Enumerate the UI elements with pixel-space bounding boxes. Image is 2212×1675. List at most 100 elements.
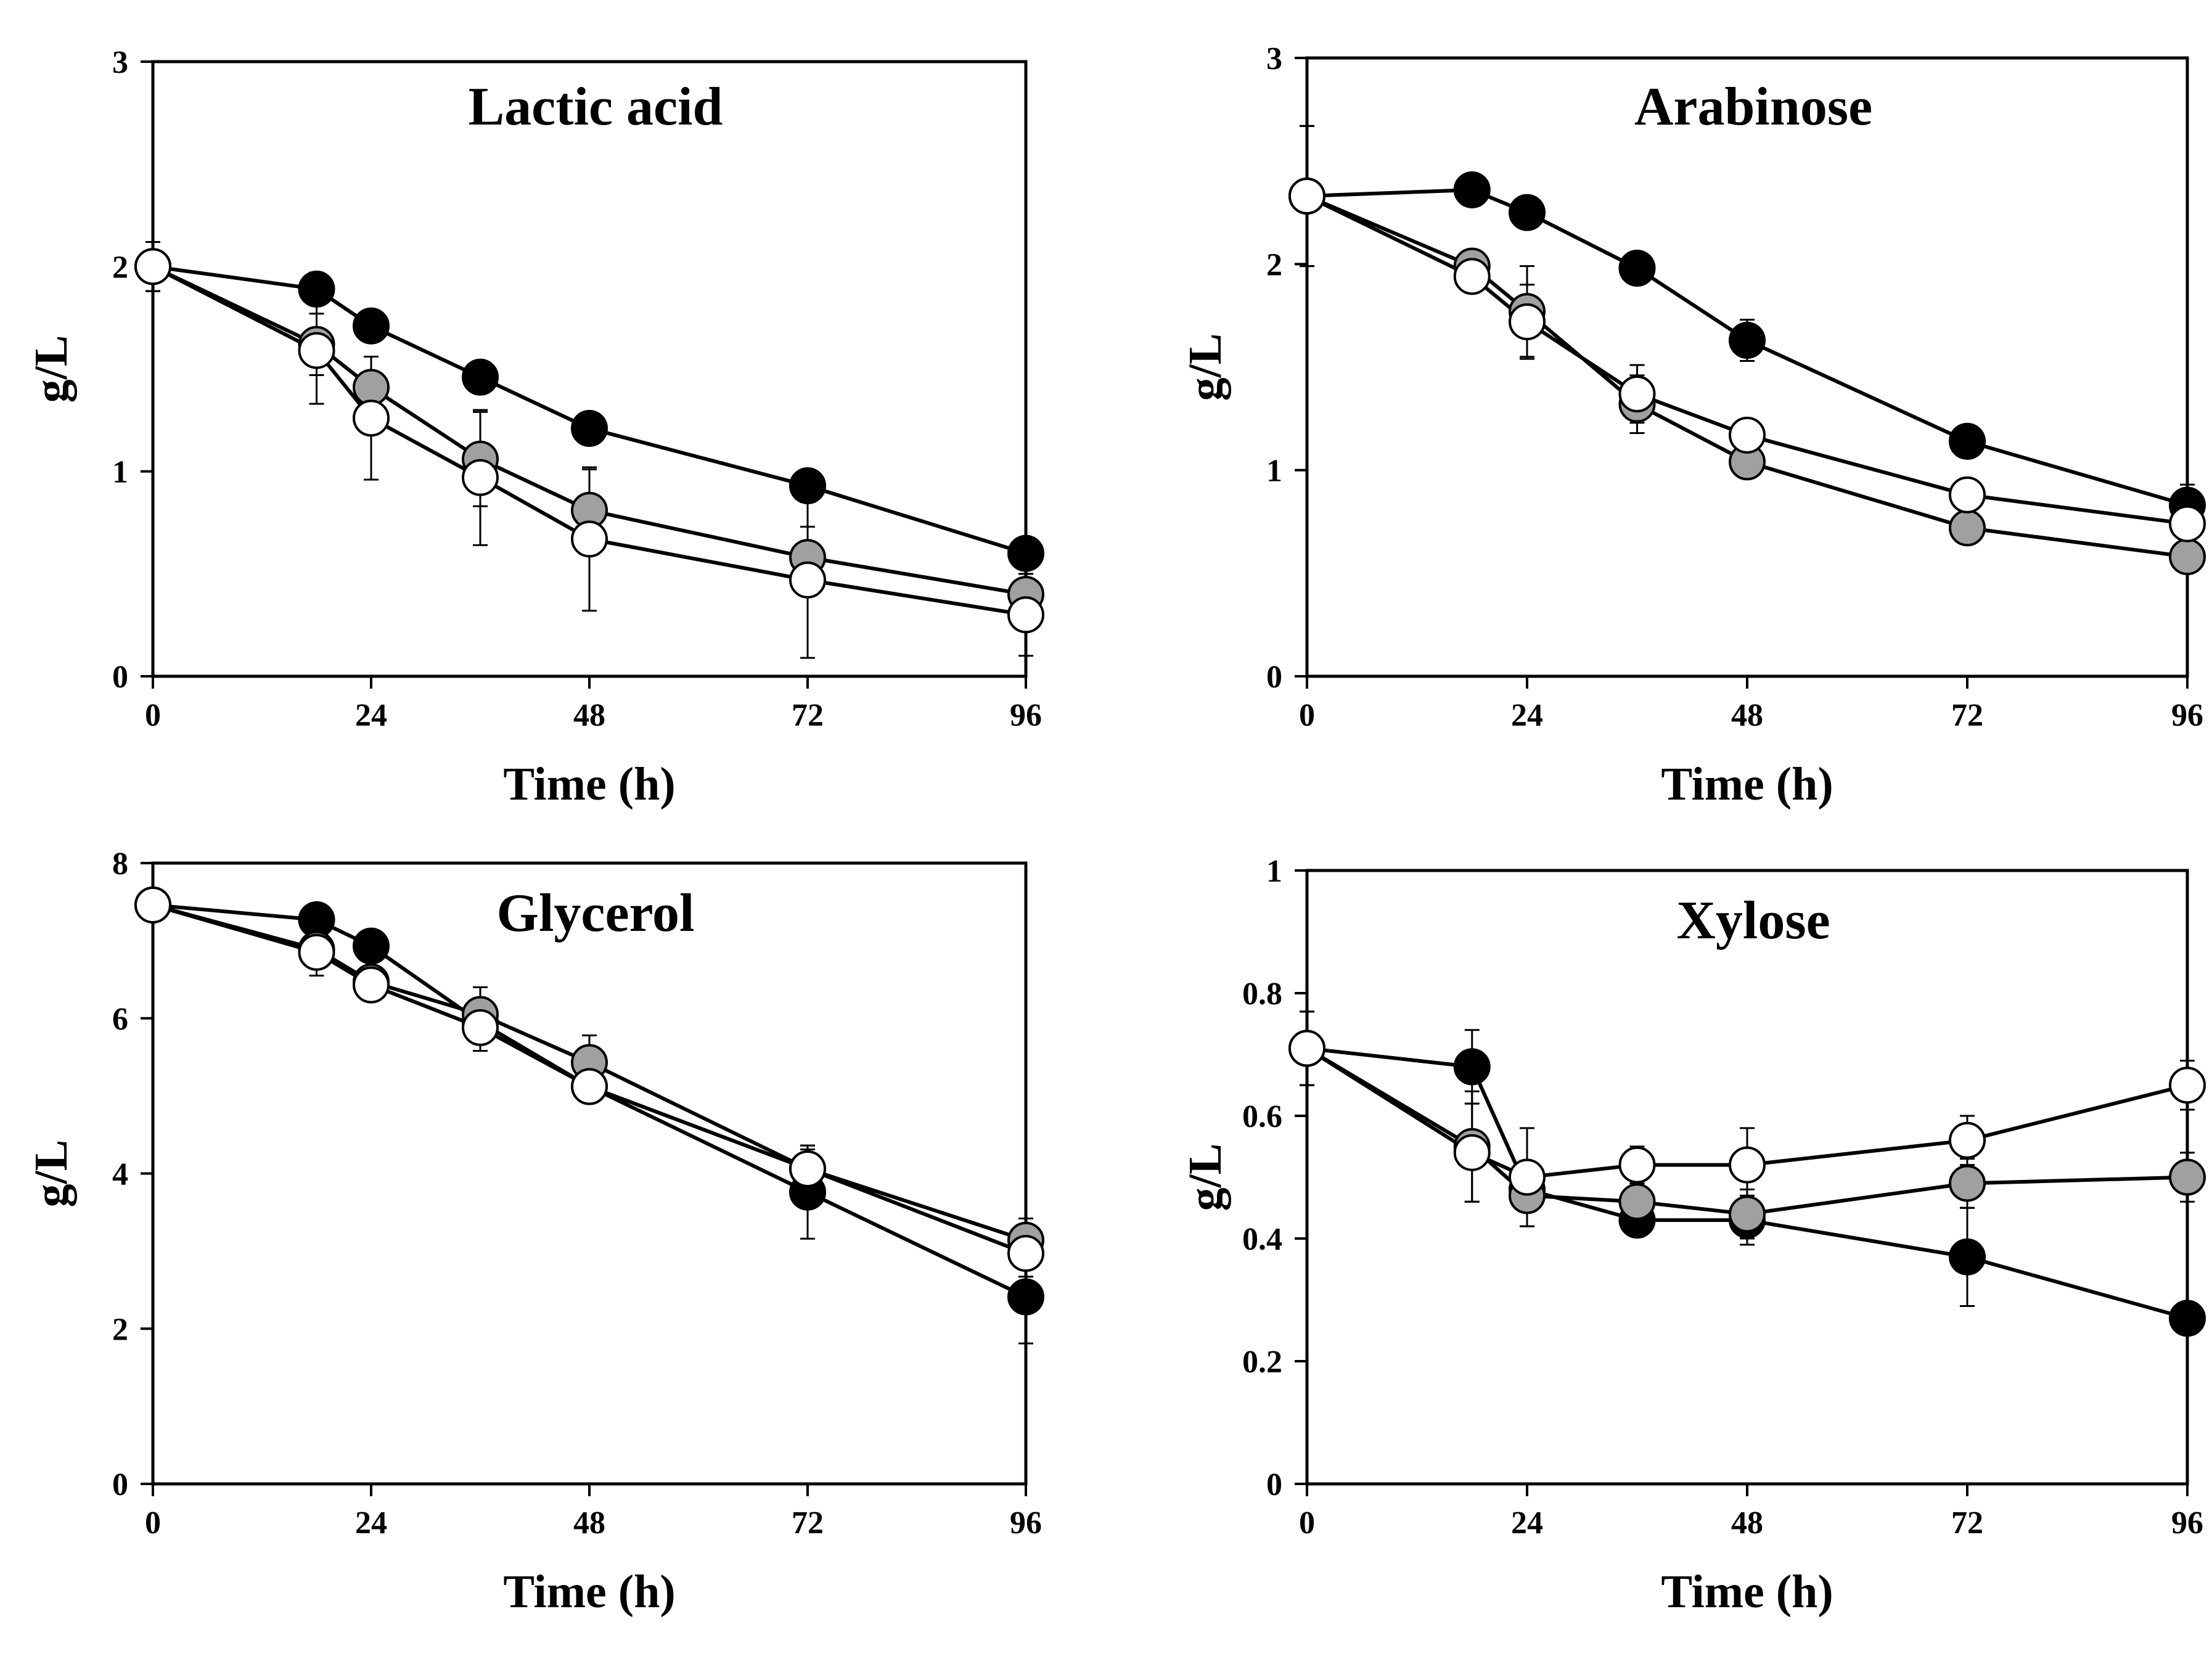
data-point-black [1007, 534, 1044, 572]
data-point-black [1007, 1278, 1044, 1316]
data-point-white [1007, 1235, 1044, 1272]
x-tick-label: 0 [1299, 698, 1315, 733]
x-tick-label: 72 [1951, 1505, 1983, 1541]
data-point-white [789, 561, 826, 599]
y-tick-label: 0 [1266, 1467, 1282, 1502]
data-point-black [1618, 250, 1656, 287]
y-tick-label: 0.4 [1242, 1222, 1282, 1257]
data-point-grey [1949, 1165, 1986, 1202]
data-point-white [1453, 1134, 1491, 1171]
y-tick-label: 0.8 [1242, 977, 1282, 1012]
data-point-white [1949, 1121, 1986, 1159]
x-axis-title: Time (h) [1661, 1566, 1833, 1618]
y-tick-label: 0.2 [1242, 1345, 1282, 1380]
panel-title: Lactic acid [468, 77, 723, 137]
data-point-white [2169, 1067, 2206, 1104]
x-tick-label: 96 [2171, 698, 2203, 733]
x-axis-title: Time (h) [1661, 758, 1833, 810]
y-tick-label: 3 [112, 45, 128, 80]
data-point-white [462, 1009, 499, 1046]
x-tick-label: 24 [355, 698, 387, 733]
x-tick-label: 72 [1951, 698, 1983, 733]
data-point-white [353, 966, 390, 1004]
y-tick-label: 0.6 [1242, 1099, 1282, 1134]
panel-title: Arabinose [1634, 77, 1872, 137]
y-axis-title: g/L [25, 1140, 77, 1208]
data-point-white [1949, 476, 1986, 514]
data-point-white [462, 459, 499, 496]
data-point-white [1618, 375, 1656, 412]
data-point-black [571, 409, 608, 447]
x-tick-label: 96 [1010, 698, 1042, 733]
data-point-black [298, 270, 335, 308]
data-point-white [1729, 416, 1766, 454]
data-point-grey [1729, 1195, 1766, 1233]
data-point-grey [1949, 509, 1986, 547]
data-point-grey [2169, 538, 2206, 576]
data-point-black [462, 358, 499, 396]
data-point-white [2169, 505, 2206, 543]
data-point-black [1949, 422, 1986, 460]
data-point-grey [353, 369, 390, 406]
y-axis-title: g/L [1179, 334, 1231, 401]
x-tick-label: 72 [792, 698, 824, 733]
y-tick-label: 6 [112, 1002, 128, 1037]
y-tick-label: 0 [1266, 660, 1282, 695]
data-point-white [134, 886, 171, 924]
x-tick-label: 48 [573, 698, 605, 733]
x-tick-label: 96 [2171, 1505, 2203, 1541]
y-tick-label: 2 [1266, 247, 1282, 282]
x-tick-label: 72 [792, 1505, 824, 1541]
x-tick-label: 48 [573, 1505, 605, 1541]
data-point-black [1729, 322, 1766, 359]
data-point-white [1288, 1030, 1325, 1067]
y-tick-label: 3 [1266, 41, 1282, 76]
data-point-white [1509, 303, 1546, 340]
plot-frame [1305, 56, 2189, 678]
x-tick-label: 24 [1511, 1505, 1543, 1541]
data-point-grey [1618, 1183, 1656, 1221]
data-point-white [298, 933, 335, 971]
data-point-black [2169, 1300, 2206, 1337]
data-point-black [353, 927, 390, 965]
data-point-grey [2169, 1158, 2206, 1196]
plot-frame [151, 861, 1028, 1486]
y-tick-label: 2 [112, 250, 128, 285]
y-tick-label: 1 [1266, 454, 1282, 489]
data-point-white [134, 248, 171, 285]
x-tick-label: 24 [355, 1505, 387, 1541]
panel-xylose: 0 0.2 0.4 0.6 0.8 1 0 24 48 72 96 Time (h) g/L Xylose [1179, 854, 2206, 1618]
data-point-white [571, 1068, 608, 1105]
y-tick-label: 0 [112, 1467, 128, 1502]
x-tick-label: 24 [1511, 698, 1543, 733]
data-point-white [1618, 1146, 1656, 1184]
data-point-white [1007, 596, 1044, 634]
data-point-white [1729, 1146, 1766, 1184]
data-point-black [1453, 171, 1491, 208]
x-tick-label: 0 [145, 1505, 161, 1541]
y-tick-label: 1 [1266, 854, 1282, 889]
data-point-white [298, 332, 335, 369]
data-point-white [1509, 1158, 1546, 1196]
x-axis-title: Time (h) [503, 1566, 675, 1618]
x-tick-label: 48 [1731, 698, 1763, 733]
y-tick-label: 8 [112, 846, 128, 882]
y-tick-label: 0 [112, 660, 128, 695]
x-tick-label: 0 [145, 698, 161, 733]
data-point-black [353, 307, 390, 345]
panel-title: Xylose [1676, 891, 1830, 951]
panel-lactic-acid: 0 1 2 3 0 24 48 72 96 Time (h) g/L Lactic acid [25, 45, 1044, 810]
data-point-white [1453, 258, 1491, 295]
y-axis-title: g/L [1179, 1144, 1231, 1211]
data-point-black [1949, 1238, 1986, 1276]
x-tick-label: 0 [1299, 1505, 1315, 1541]
x-tick-label: 48 [1731, 1505, 1763, 1541]
y-tick-label: 1 [112, 455, 128, 490]
x-tick-label: 96 [1010, 1505, 1042, 1541]
data-point-white [571, 520, 608, 558]
y-tick-label: 2 [112, 1312, 128, 1347]
data-point-black [789, 467, 826, 504]
panel-arabinose: 0 1 2 3 0 24 48 72 96 Time (h) g/L Arabinose [1179, 41, 2206, 810]
